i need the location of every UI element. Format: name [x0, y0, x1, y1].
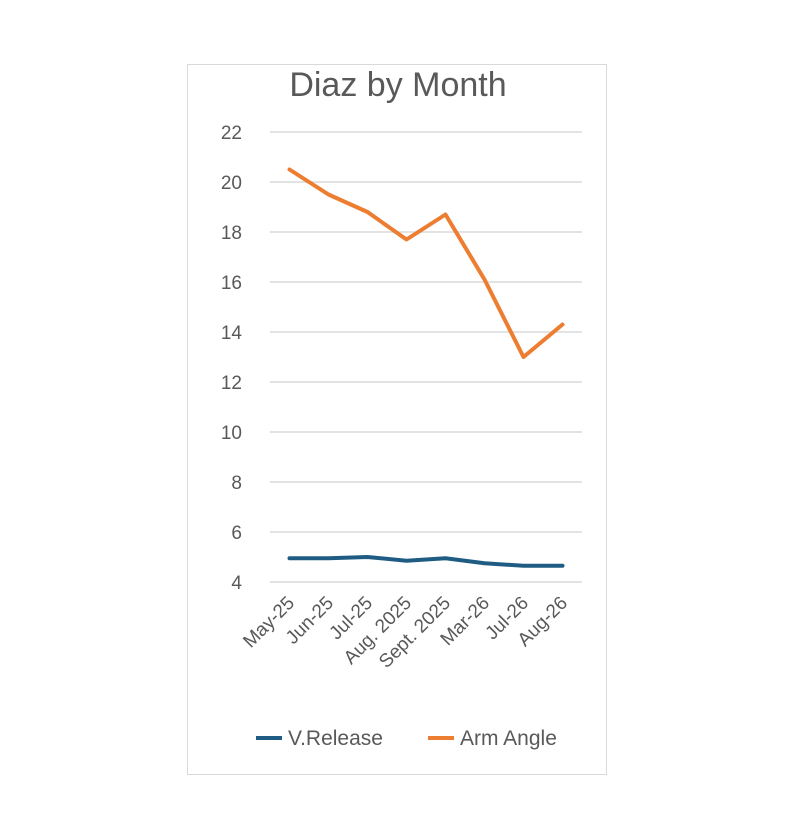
y-tick-label: 6: [231, 523, 242, 544]
series-lines: [287, 167, 565, 568]
y-tick-label: 8: [231, 473, 242, 494]
series-line: [287, 555, 565, 568]
y-tick-label: 14: [221, 323, 243, 344]
y-tick-label: 22: [221, 123, 242, 144]
y-axis-ticks: 4 6 8 10 12 14 16 18 20 22: [221, 123, 243, 594]
legend-item: V.Release: [256, 727, 383, 750]
x-tick-label: May-25: [239, 593, 299, 653]
y-tick-label: 10: [221, 423, 242, 444]
y-tick-label: 4: [231, 573, 242, 594]
line-chart: Diaz by Month 4 6 8 10 12 14 16 18 20 22 May-25Ju…: [221, 66, 582, 750]
legend: V.Release Arm Angle: [256, 727, 557, 750]
legend-item: Arm Angle: [428, 727, 557, 750]
series-line: [287, 167, 565, 359]
legend-label: V.Release: [288, 727, 383, 750]
y-tick-label: 20: [221, 173, 242, 194]
chart-container: Diaz by Month 4 6 8 10 12 14 16 18 20 22 May-25 Ju…: [187, 64, 607, 775]
gridlines: [270, 131, 582, 583]
legend-label: Arm Angle: [460, 727, 557, 750]
y-tick-label: 16: [221, 273, 242, 294]
series-0: [287, 555, 565, 568]
series-1: [287, 167, 565, 359]
y-tick-label: 12: [221, 373, 242, 394]
chart-title: Diaz by Month: [289, 66, 506, 104]
y-tick-label: 18: [221, 223, 242, 244]
